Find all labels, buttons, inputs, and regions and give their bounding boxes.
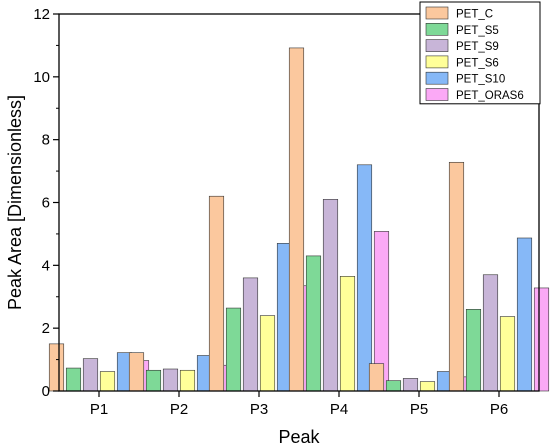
bar-pet-s5-p1 [65, 367, 82, 392]
bar-pet-s9-p6 [482, 274, 499, 392]
x-tick-label: P1 [90, 401, 108, 418]
bar-pet-s10-p6 [516, 237, 533, 392]
legend-label: PET_C [456, 9, 493, 21]
y-tick-label: 0 [42, 383, 50, 400]
bar-pet-c-p5 [368, 363, 385, 392]
bar-pet-s6-p2 [179, 369, 196, 392]
y-tick-label: 2 [42, 320, 50, 337]
bar-pet-s9-p3 [242, 277, 259, 392]
legend-label: PET_S9 [456, 41, 499, 53]
legend-swatch [425, 22, 449, 36]
legend: PET_C PET_S5 PET_S9 PET_S6 PET_S10 PET_ORAS6 [419, 1, 541, 105]
bar-pet-s5-p4 [305, 255, 322, 392]
bar-pet-s5-p5 [385, 380, 402, 392]
bar-pet-s9-p2 [162, 368, 179, 392]
y-tick-label: 6 [42, 195, 50, 212]
bar-pet-s5-p2 [145, 369, 162, 392]
x-tick-label: P3 [250, 401, 268, 418]
legend-label: PET_S10 [456, 74, 505, 86]
legend-swatch [425, 39, 449, 52]
bar-pet-s9-p5 [402, 378, 419, 392]
bar-pet-s6-p5 [419, 381, 436, 392]
y-axis-title: Peak Area [Dimensionless] [5, 95, 25, 310]
bar-pet-s5-p3 [225, 307, 242, 392]
y-tick-label: 12 [33, 6, 50, 23]
bars-group [48, 47, 550, 392]
bar-pet-c-p4 [288, 47, 305, 392]
bar-pet-oras6-p6 [533, 287, 550, 392]
bar-pet-s9-p4 [322, 199, 339, 392]
bar-pet-c-p1 [48, 343, 65, 392]
legend-label: PET_S5 [456, 25, 499, 37]
x-tick-label: P4 [330, 401, 348, 418]
x-axis: P1 P2 P3 P4 P5 P6 [90, 391, 508, 418]
bar-pet-s6-p4 [339, 276, 356, 392]
bar-pet-s10-p4 [356, 164, 373, 392]
legend-swatch [425, 55, 449, 69]
x-axis-title: Peak [278, 427, 320, 447]
y-tick-label: 10 [33, 69, 50, 86]
y-axis: 0 2 4 6 8 10 12 [33, 6, 59, 400]
legend-label: PET_ORAS6 [456, 90, 524, 102]
bar-pet-c-p3 [208, 195, 225, 392]
bar-pet-c-p2 [128, 352, 145, 392]
bar-pet-s6-p6 [499, 316, 516, 392]
y-tick-label: 8 [42, 132, 50, 149]
bar-pet-s6-p3 [259, 315, 276, 392]
legend-swatch [425, 6, 449, 20]
x-tick-label: P6 [490, 401, 508, 418]
legend-swatch [425, 71, 449, 85]
bar-pet-s9-p1 [82, 358, 99, 392]
bar-pet-s5-p6 [465, 309, 482, 392]
y-tick-label: 4 [42, 257, 50, 274]
bar-pet-c-p6 [448, 161, 465, 392]
legend-swatch [425, 88, 449, 101]
legend-label: PET_S6 [456, 57, 499, 69]
x-tick-label: P5 [410, 401, 428, 418]
bar-pet-s6-p1 [99, 371, 116, 392]
x-tick-label: P2 [170, 401, 188, 418]
